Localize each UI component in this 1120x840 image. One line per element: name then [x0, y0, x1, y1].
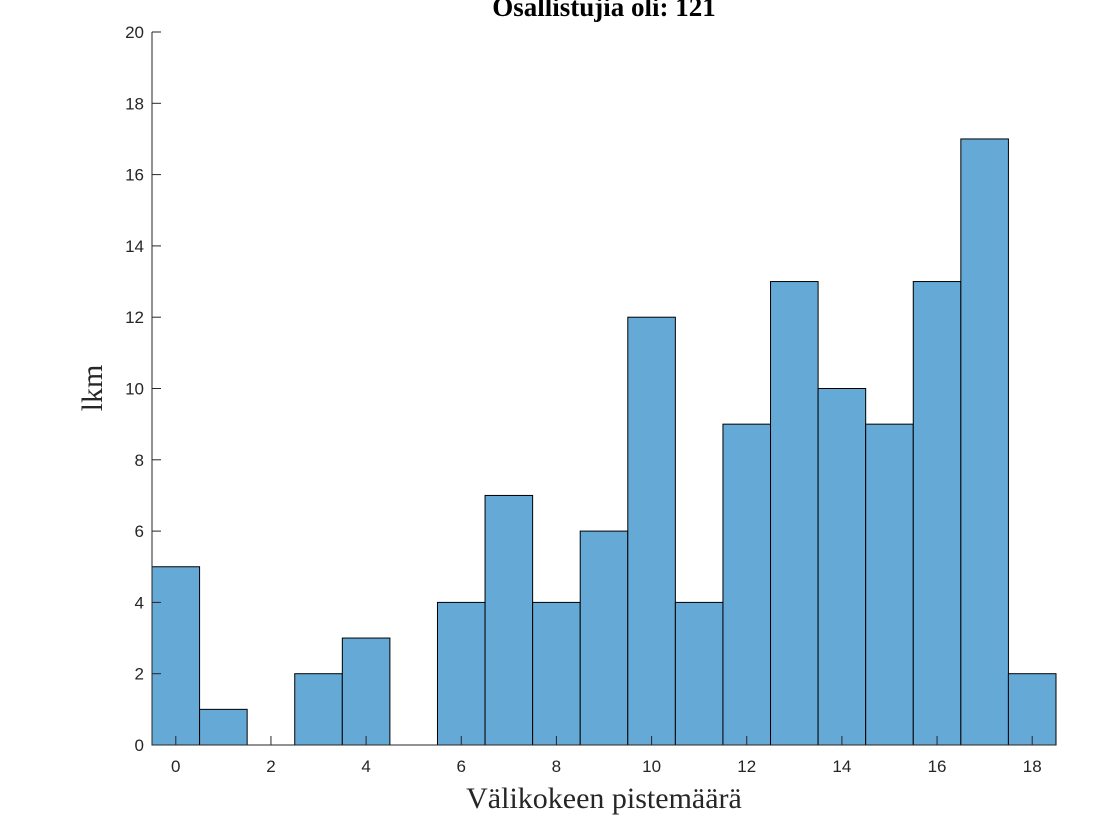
bar-9: [579, 530, 629, 746]
bar-10: [627, 316, 676, 746]
bar-15: [865, 423, 914, 746]
y-tick-label-2: 2: [135, 665, 144, 684]
bar-1: [199, 708, 248, 746]
y-tick-label-14: 14: [125, 237, 144, 256]
bar-12: [722, 423, 772, 746]
bar-6: [436, 601, 486, 746]
bar-0: [151, 566, 201, 746]
y-tick-label-6: 6: [135, 522, 144, 541]
bar-17: [960, 138, 1009, 746]
bar-7: [484, 494, 534, 746]
y-tick-label-0: 0: [135, 736, 144, 755]
x-tick-label-18: 18: [1023, 757, 1042, 776]
y-tick-label-20: 20: [125, 23, 144, 42]
y-tick-label-16: 16: [125, 166, 144, 185]
y-tick-label-18: 18: [125, 94, 144, 113]
x-tick-label-4: 4: [361, 757, 370, 776]
x-tick-label-6: 6: [457, 757, 466, 776]
x-tick-label-14: 14: [832, 757, 851, 776]
y-tick-label-8: 8: [135, 451, 144, 470]
x-tick-label-12: 12: [737, 757, 756, 776]
chart-title: Osallistujia oli: 121: [492, 0, 716, 22]
x-tick-label-2: 2: [266, 757, 275, 776]
x-axis-label: Välikokeen pistemäärä: [466, 782, 742, 815]
axes-group: 0 2 4 6 8 10 12 14 16 18 20 0 2 4 6 8 10 12 14 16 18: [125, 23, 1056, 776]
y-tick-label-12: 12: [125, 308, 144, 327]
x-tick-label-10: 10: [642, 757, 661, 776]
y-axis-label: lkm: [76, 365, 109, 412]
x-tick-label-0: 0: [171, 757, 180, 776]
bar-8: [532, 601, 581, 746]
y-tick-label-4: 4: [135, 593, 144, 612]
bar-18: [1007, 673, 1057, 746]
x-tick-label-16: 16: [928, 757, 947, 776]
bar-4: [341, 637, 391, 746]
bar-3: [294, 673, 343, 746]
bar-11: [674, 601, 724, 746]
x-tick-label-8: 8: [552, 757, 561, 776]
bars-group: [151, 138, 1057, 746]
bar-16: [912, 281, 962, 746]
bar-14: [817, 388, 867, 746]
bar-13: [770, 281, 819, 746]
y-tick-label-10: 10: [125, 380, 144, 399]
